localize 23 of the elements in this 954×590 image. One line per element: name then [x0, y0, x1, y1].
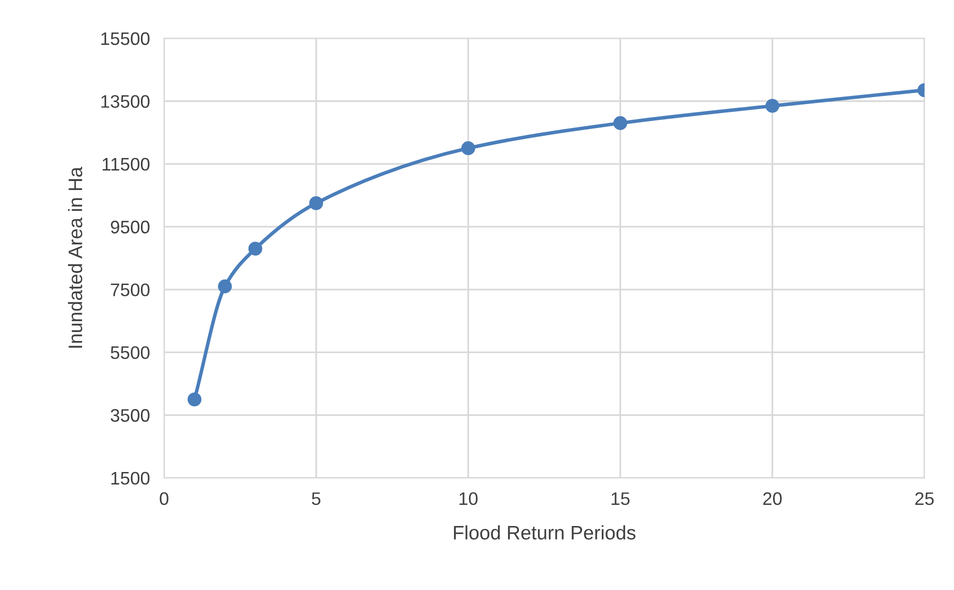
y-tick-label: 13500	[101, 95, 150, 108]
point	[188, 392, 202, 406]
point	[461, 141, 476, 156]
point	[765, 98, 780, 113]
x-axis-title: Flood Return Periods	[454, 525, 636, 540]
y-tick-label: 9500	[110, 220, 150, 234]
point	[248, 242, 262, 256]
y-tick-label: 5500	[110, 346, 150, 360]
y-tick-label: 15500	[101, 32, 150, 46]
point	[218, 279, 232, 294]
x-tick-label: 25	[915, 492, 934, 506]
y-axis-title: Inundated Area in Ha	[68, 166, 82, 348]
y-tick-label: 1500	[111, 472, 150, 485]
x-tick-label: 0	[160, 492, 168, 506]
point	[613, 116, 628, 130]
y-tick-label: 7500	[110, 283, 150, 296]
point	[309, 196, 324, 210]
x-tick-label: 10	[460, 492, 478, 506]
y-tick-label: 3500	[110, 409, 150, 422]
x-tick-label: 5	[312, 492, 320, 506]
y-tick-label: 11500	[102, 158, 150, 171]
x-tick-label: 15	[612, 492, 630, 506]
x-tick-label: 20	[763, 492, 782, 506]
